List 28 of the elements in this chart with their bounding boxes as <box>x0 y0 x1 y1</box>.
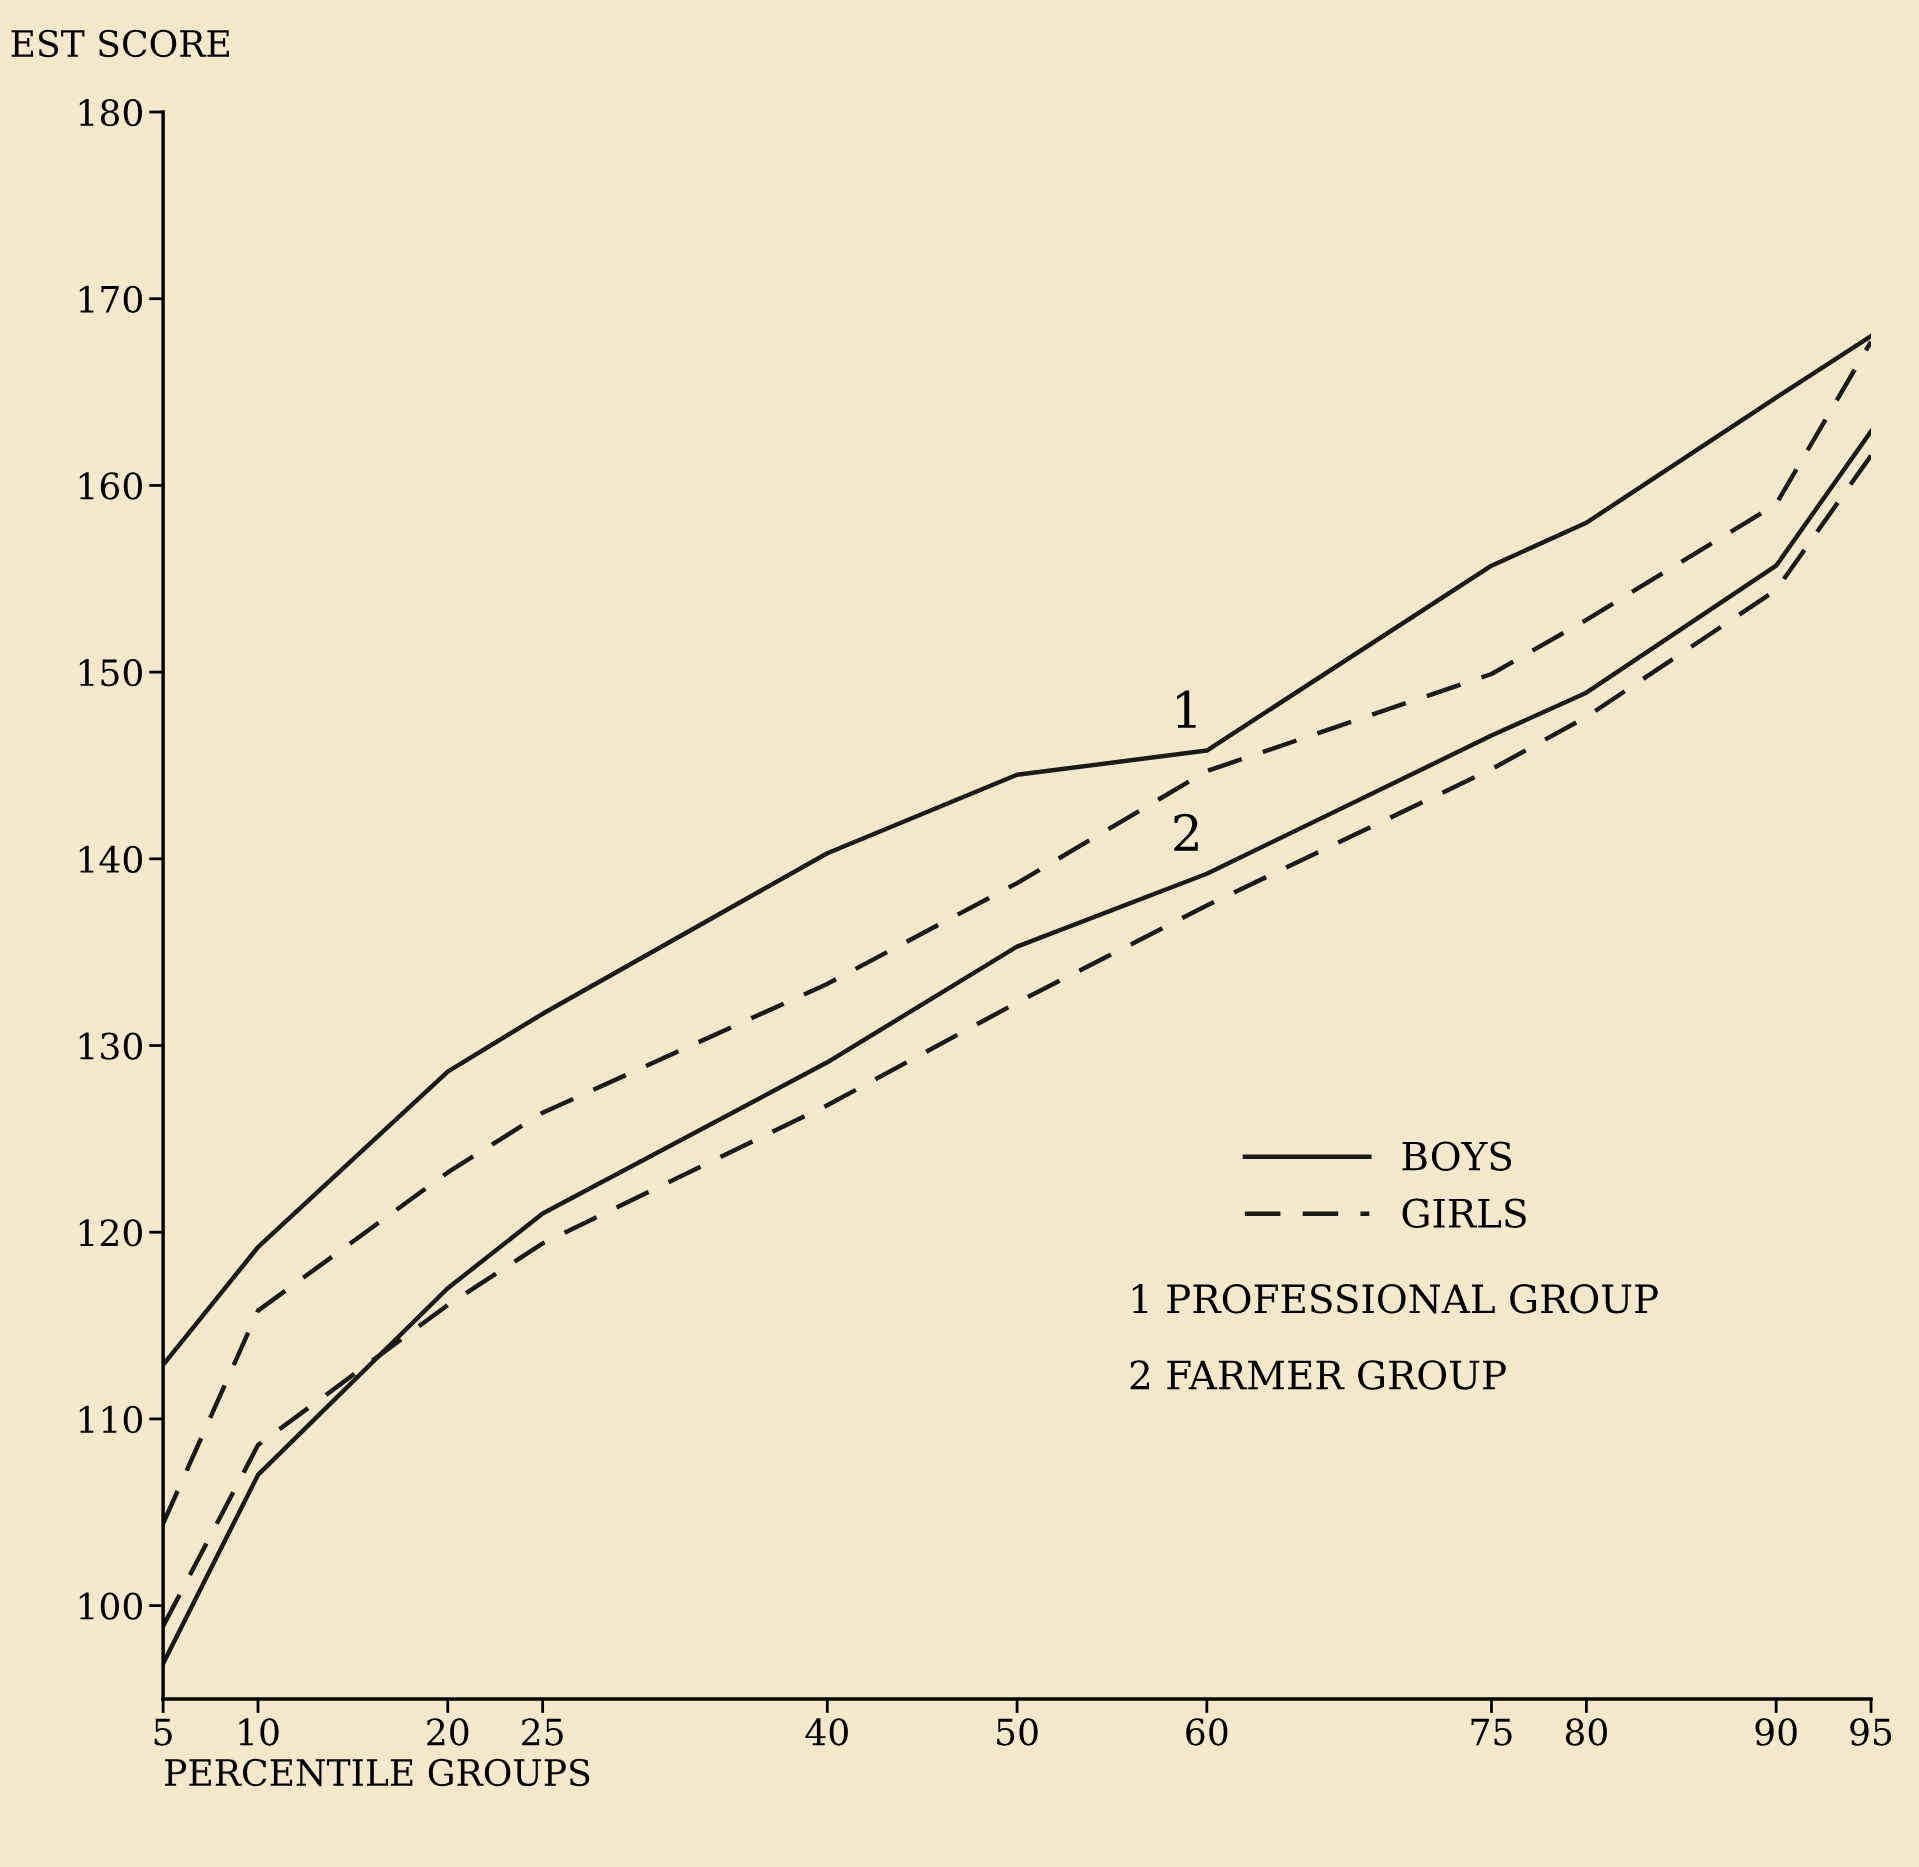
x-tick-label: 60 <box>1186 1718 1228 1746</box>
x-tick-label: 25 <box>522 1718 563 1746</box>
annotation: 2 <box>1174 813 1198 851</box>
legend-label: GIRLS <box>1402 1198 1526 1228</box>
y-axis-title: EST SCORE <box>11 29 229 58</box>
y-tick-label: 110 <box>79 1405 142 1434</box>
x-tick-label: 20 <box>427 1718 469 1746</box>
x-tick-label: 80 <box>1565 1718 1607 1746</box>
x-tick-label: 5 <box>154 1718 172 1746</box>
x-tick-label: 90 <box>1755 1718 1797 1746</box>
x-tick-label: 10 <box>239 1718 279 1746</box>
y-tick-label: 150 <box>79 659 142 687</box>
x-axis-title: PERCENTILE GROUPS <box>165 1758 590 1787</box>
x-tick-label: 95 <box>1850 1718 1892 1746</box>
x-tick-label: 75 <box>1471 1718 1512 1746</box>
y-tick-label: 160 <box>79 472 142 500</box>
y-tick-label: 140 <box>79 845 142 874</box>
y-tick-label: 180 <box>79 98 142 127</box>
annotation: 1 PROFESSIONAL GROUP <box>1132 1284 1658 1314</box>
y-tick-label: 100 <box>79 1592 142 1620</box>
legend-label: BOYS <box>1402 1141 1512 1171</box>
y-tick-label: 170 <box>79 285 142 313</box>
y-tick-label: 130 <box>79 1032 142 1060</box>
x-tick-label: 40 <box>805 1718 848 1746</box>
annotation: 2 FARMER GROUP <box>1130 1360 1506 1390</box>
x-tick-label: 50 <box>997 1718 1038 1746</box>
y-tick-label: 120 <box>79 1219 142 1247</box>
annotation: 1 <box>1176 690 1196 728</box>
